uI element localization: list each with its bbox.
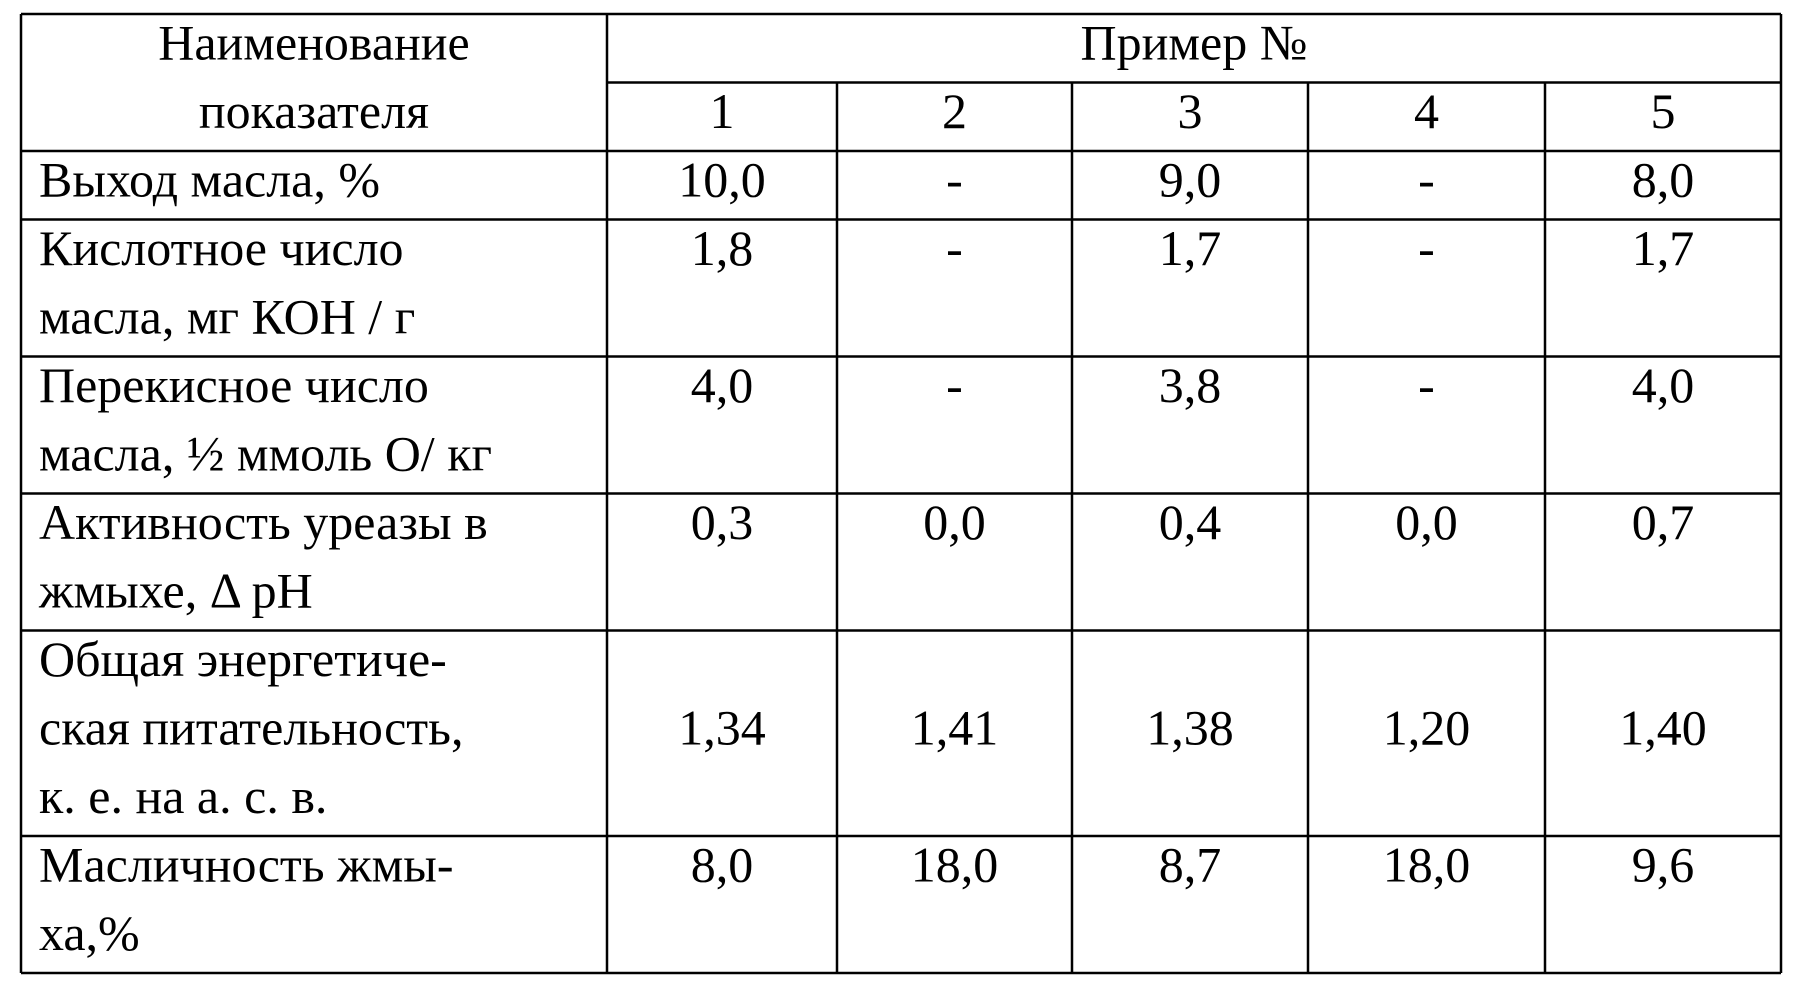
cell-value: 4,0: [691, 357, 754, 413]
cell-value: 1,38: [1146, 700, 1234, 756]
table: Наименование показателя Пример № 1 2 3 4 5 Выход…: [0, 0, 1800, 988]
cell-value: -: [1418, 220, 1435, 276]
cell-value: 9,6: [1632, 836, 1695, 892]
column-number: 1: [710, 83, 735, 139]
row-label: жмыхе, Δ рН: [38, 562, 313, 618]
column-number: 3: [1178, 83, 1203, 139]
cell-value: 1,40: [1619, 700, 1707, 756]
header-title: Наименование: [158, 14, 470, 70]
cell-value: 1,7: [1632, 220, 1695, 276]
cell-value: 8,0: [691, 836, 754, 892]
cell-value: 8,0: [1632, 151, 1695, 207]
header-group: Пример №: [1081, 14, 1308, 70]
row-label: масла, мг КОН / г: [39, 288, 415, 344]
cell-value: 10,0: [678, 151, 766, 207]
row-label: к. е. на а. с. в.: [39, 768, 327, 824]
column-number: 5: [1651, 83, 1676, 139]
cell-value: 4,0: [1632, 357, 1695, 413]
row-label: Кислотное число: [39, 220, 404, 276]
cell-value: -: [946, 151, 963, 207]
cell-value: 0,7: [1632, 494, 1695, 550]
row-label: масла, ½ ммоль О/ кг: [39, 425, 492, 481]
row-label: Общая энергетиче-: [39, 631, 447, 687]
cell-value: -: [946, 220, 963, 276]
cell-value: 0,0: [923, 494, 986, 550]
cell-value: -: [1418, 151, 1435, 207]
row-label: Активность уреазы в: [39, 494, 488, 550]
cell-value: 1,8: [691, 220, 754, 276]
cell-value: 0,0: [1395, 494, 1458, 550]
cell-value: 0,4: [1159, 494, 1222, 550]
cell-value: 1,7: [1159, 220, 1222, 276]
header-title: показателя: [199, 83, 429, 139]
row-label: Выход масла, %: [39, 151, 380, 207]
column-number: 2: [942, 83, 967, 139]
row-label: ская питательность,: [39, 699, 463, 755]
cell-value: 18,0: [911, 836, 999, 892]
row-label: ха,%: [39, 905, 140, 961]
cell-value: 9,0: [1159, 151, 1222, 207]
cell-value: 18,0: [1383, 836, 1471, 892]
cell-value: 1,20: [1383, 700, 1471, 756]
row-label: Масличность жмы-: [39, 836, 453, 892]
cell-value: -: [946, 357, 963, 413]
cell-value: 0,3: [691, 494, 754, 550]
cell-value: -: [1418, 357, 1435, 413]
row-label: Перекисное число: [39, 357, 429, 413]
cell-value: 3,8: [1159, 357, 1222, 413]
cell-value: 8,7: [1159, 836, 1222, 892]
cell-value: 1,34: [678, 700, 766, 756]
cell-value: 1,41: [911, 700, 999, 756]
column-number: 4: [1414, 83, 1439, 139]
